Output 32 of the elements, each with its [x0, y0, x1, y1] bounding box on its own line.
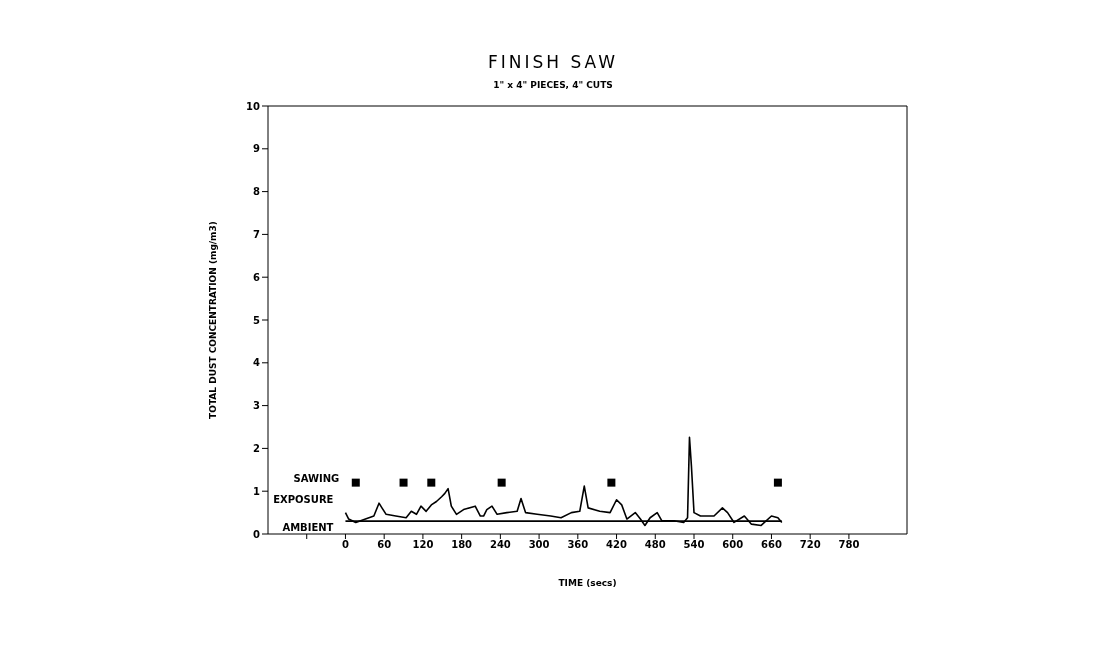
- y-tick-label: 6: [253, 271, 261, 283]
- y-tick-label: 5: [253, 314, 261, 326]
- x-tick-label: 660: [761, 539, 782, 551]
- chart-title: FINISH SAW: [486, 52, 620, 72]
- y-tick-label: 2: [253, 442, 261, 454]
- x-tick-label: 540: [683, 539, 705, 551]
- y-axis-title: TOTAL DUST CONCENTRATION (mg/m3): [208, 221, 219, 419]
- y-tick-label: 4: [253, 357, 261, 369]
- y-tick-label: 0: [253, 528, 261, 540]
- x-tick-label: 240: [489, 539, 511, 551]
- x-tick-label: 120: [412, 539, 434, 551]
- y-tick-label: 8: [253, 186, 261, 198]
- x-tick-label: 480: [644, 539, 666, 551]
- x-tick-label: 0: [341, 539, 349, 551]
- x-tick-label: 300: [528, 539, 550, 551]
- y-tick-label: 7: [253, 228, 261, 240]
- x-tick-label: 360: [567, 539, 589, 551]
- x-tick-label: 180: [451, 539, 473, 551]
- y-tick-label: 3: [253, 400, 261, 412]
- legend-label: AMBIENT: [282, 522, 334, 534]
- x-tick-label: 720: [799, 539, 821, 551]
- series-label: EXPOSURE: [273, 493, 334, 505]
- series-label: SAWING: [293, 473, 340, 485]
- x-tick-label: 600: [722, 539, 744, 551]
- x-axis-title: TIME (secs): [558, 578, 617, 588]
- chart-subtitle: 1" x 4" PIECES, 4" CUTS: [492, 80, 614, 90]
- x-tick-label: 420: [606, 539, 628, 551]
- y-tick-label: 1: [253, 485, 261, 497]
- x-tick-label: 60: [377, 539, 392, 551]
- y-tick-label: 9: [253, 143, 261, 155]
- x-tick-label: 780: [838, 539, 860, 551]
- y-tick-label: 10: [246, 100, 261, 112]
